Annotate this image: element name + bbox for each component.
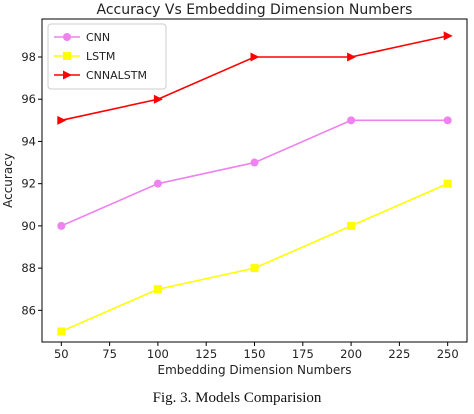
y-tick-label: 96 — [21, 92, 36, 106]
series-line-lstm — [60, 182, 449, 333]
series-line-cnn — [60, 119, 448, 227]
legend-item-lstm: LSTM — [54, 50, 115, 63]
x-tick-label: 175 — [292, 347, 314, 361]
x-tick-label: 250 — [437, 347, 459, 361]
legend-swatch-marker — [63, 33, 71, 41]
series-cnnalstm — [57, 31, 453, 125]
series-layer — [57, 31, 453, 336]
legend-swatch-marker — [63, 52, 71, 60]
data-point-cnn — [153, 179, 162, 188]
legend: CNN LSTM CNNALSTM — [47, 23, 167, 90]
data-point-lstm — [250, 264, 259, 273]
data-point-cnnalstm — [57, 115, 67, 125]
legend-label: LSTM — [86, 50, 115, 63]
x-tick-label: 50 — [54, 347, 69, 361]
data-point-lstm — [347, 221, 356, 230]
x-tick-label: 100 — [147, 347, 169, 361]
y-tick-label: 98 — [21, 50, 36, 64]
data-point-lstm — [57, 327, 66, 336]
legend-item-cnnalstm: CNNALSTM — [54, 69, 147, 82]
y-tick-label: 86 — [21, 303, 36, 317]
data-point-cnn — [443, 116, 452, 125]
data-point-lstm — [153, 285, 162, 294]
x-tick-label: 125 — [195, 347, 217, 361]
x-tick-label: 225 — [388, 347, 410, 361]
chart-title: Accuracy Vs Embedding Dimension Numbers — [97, 2, 413, 18]
data-point-cnn — [57, 221, 66, 230]
data-point-lstm — [443, 179, 452, 188]
series-cnn — [57, 116, 452, 230]
axes: 50 75 100 125 150 175 200 225 250 86 88 90 92 94 96 98 — [21, 18, 468, 361]
x-tick-label: 75 — [102, 347, 117, 361]
y-tick-label: 94 — [21, 134, 36, 148]
series-lstm — [57, 179, 452, 336]
x-tick-label: 200 — [340, 347, 362, 361]
x-tick-label: 150 — [244, 347, 266, 361]
x-axis-label: Embedding Dimension Numbers — [158, 363, 352, 377]
data-point-cnn — [250, 158, 259, 167]
legend-label: CNNALSTM — [86, 69, 147, 82]
figure-caption: Fig. 3. Models Comparision — [153, 390, 322, 406]
legend-label: CNN — [86, 31, 110, 44]
legend-box — [47, 23, 167, 90]
data-point-cnnalstm — [443, 31, 453, 41]
y-tick-label: 92 — [21, 177, 36, 191]
data-point-cnnalstm — [153, 94, 163, 104]
y-tick-label: 88 — [21, 261, 36, 275]
legend-item-cnn: CNN — [54, 31, 110, 44]
data-point-cnnalstm — [250, 52, 260, 62]
data-point-cnn — [347, 116, 356, 125]
legend-swatch-marker — [63, 70, 72, 80]
y-axis-label: Accuracy — [1, 153, 15, 208]
data-point-cnnalstm — [347, 52, 357, 62]
y-tick-label: 90 — [21, 219, 36, 233]
